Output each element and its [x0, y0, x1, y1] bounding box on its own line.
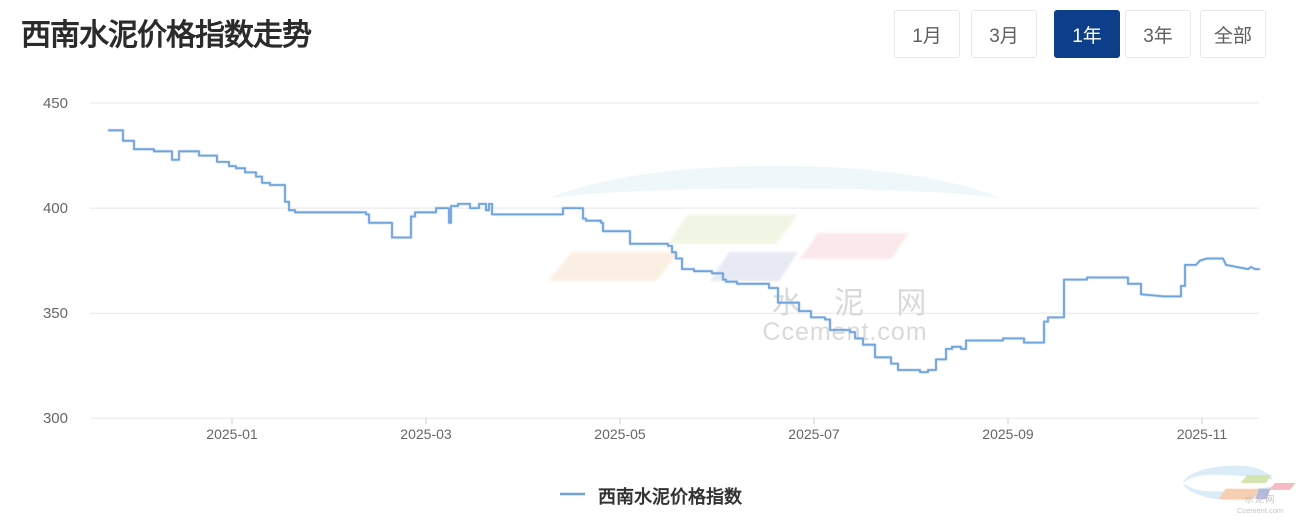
svg-text:Ccement.com: Ccement.com [762, 318, 927, 346]
svg-text:350: 350 [43, 305, 68, 322]
svg-text:Ccement.com: Ccement.com [1237, 506, 1283, 515]
svg-text:2025-09: 2025-09 [982, 426, 1034, 442]
svg-text:450: 450 [43, 95, 68, 112]
svg-text:2025-01: 2025-01 [206, 426, 258, 442]
svg-text:300: 300 [43, 410, 68, 427]
svg-text:2025-07: 2025-07 [788, 426, 840, 442]
svg-text:2025-11: 2025-11 [1177, 426, 1228, 442]
svg-text:2025-05: 2025-05 [594, 426, 646, 442]
svg-text:2025-03: 2025-03 [400, 426, 452, 442]
svg-text:400: 400 [43, 200, 68, 217]
svg-text:西南水泥价格指数: 西南水泥价格指数 [598, 486, 743, 507]
svg-text:水泥网: 水泥网 [1245, 494, 1276, 505]
